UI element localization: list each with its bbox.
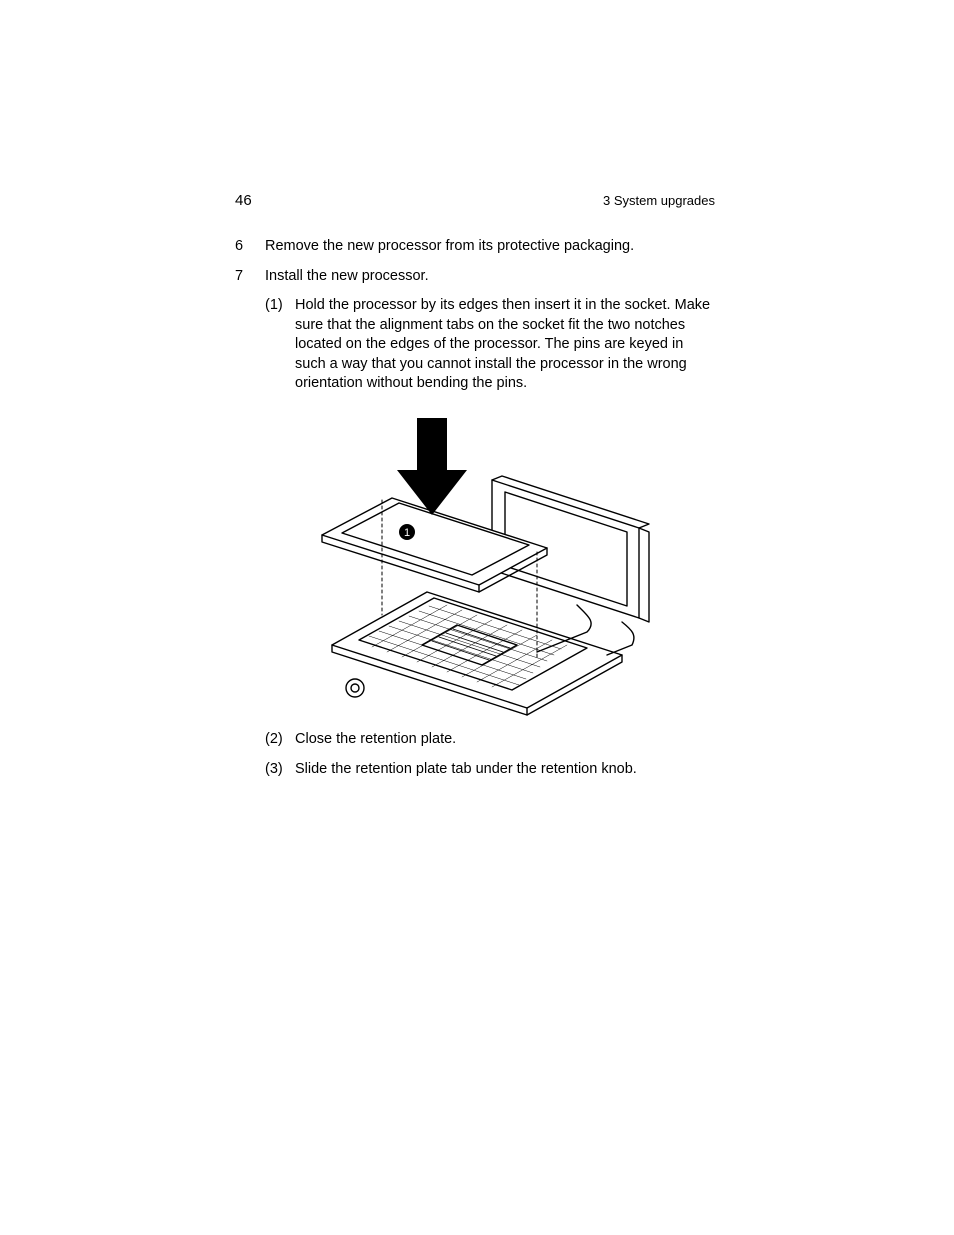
substep-text: Slide the retention plate tab under the … xyxy=(295,760,715,780)
substep-text: Hold the processor by its edges then ins… xyxy=(295,296,715,394)
processor-install-diagram: 1 xyxy=(287,400,667,720)
step-7: 7 Install the new processor. (1) Hold th… xyxy=(235,267,715,780)
step-6: 6 Remove the new processor from its prot… xyxy=(235,237,715,257)
step-number: 7 xyxy=(235,267,265,780)
step-text: Remove the new processor from its protec… xyxy=(265,237,715,257)
substep-number: (3) xyxy=(265,760,295,780)
page-content: 46 3 System upgrades 6 Remove the new pr… xyxy=(235,192,715,789)
section-title: 3 System upgrades xyxy=(603,193,715,208)
step-text: Install the new processor. xyxy=(265,267,715,287)
substep-number: (2) xyxy=(265,730,295,750)
diagram-svg: 1 xyxy=(287,400,667,720)
substep-text: Close the retention plate. xyxy=(295,730,715,750)
page-number: 46 xyxy=(235,192,252,209)
substep-1: (1) Hold the processor by its edges then… xyxy=(265,296,715,394)
substep-number: (1) xyxy=(265,296,295,394)
substep-3: (3) Slide the retention plate tab under … xyxy=(265,760,715,780)
step-number: 6 xyxy=(235,237,265,257)
page-header: 46 3 System upgrades xyxy=(235,192,715,209)
callout-1-label: 1 xyxy=(404,527,410,539)
step-body: Install the new processor. (1) Hold the … xyxy=(265,267,715,780)
substep-2: (2) Close the retention plate. xyxy=(265,730,715,750)
